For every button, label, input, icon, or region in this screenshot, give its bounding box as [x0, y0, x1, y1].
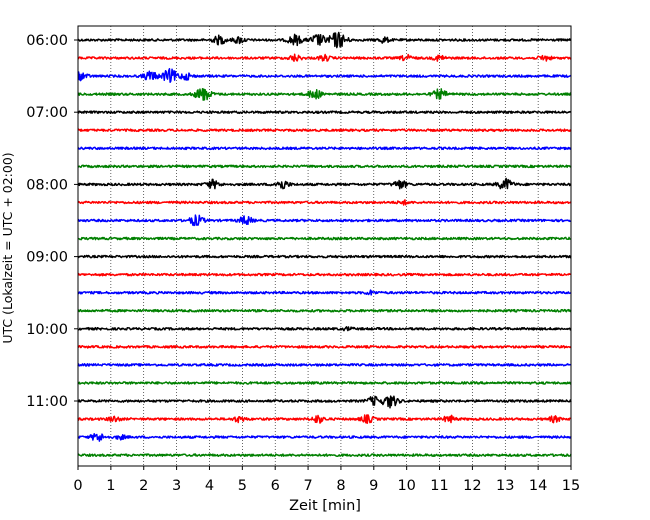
trace-line-0915 — [77, 272, 572, 277]
y-tick-label: 09:00 — [26, 250, 68, 266]
x-axis-ticks: 0 1 2 3 4 5 6 7 8 9 10 11 12 13 14 15 — [73, 466, 580, 494]
x-axis-label: Zeit [min] — [289, 498, 361, 514]
x-tick-label: 0 — [73, 478, 82, 494]
x-tick-label: 7 — [303, 478, 312, 494]
trace-line-1130 — [77, 433, 572, 442]
trace-line-1015 — [77, 345, 572, 349]
grid-lines — [110, 26, 539, 466]
trace-line-0945 — [77, 308, 572, 313]
y-tick-label: 06:00 — [26, 33, 68, 49]
x-tick-label: 2 — [139, 478, 148, 494]
trace-line-0630 — [77, 68, 572, 83]
trace-line-0600 — [77, 31, 572, 49]
trace-line-1045 — [77, 381, 572, 385]
x-tick-label: 14 — [529, 478, 547, 494]
x-tick-label: 3 — [172, 478, 181, 494]
x-tick-label: 15 — [562, 478, 580, 494]
x-tick-label: 1 — [106, 478, 115, 494]
x-tick-label: 5 — [238, 478, 247, 494]
x-tick-label: 6 — [271, 478, 280, 494]
x-tick-label: 4 — [205, 478, 214, 494]
plot-frame — [77, 25, 572, 467]
trace-line-0645 — [77, 87, 572, 101]
y-axis-ticks: 06:00 07:00 08:00 09:00 10:00 11:00 — [26, 33, 78, 410]
trace-lines — [77, 31, 572, 457]
trace-line-0615 — [77, 53, 572, 62]
y-tick-label: 11:00 — [26, 394, 68, 410]
y-tick-label: 08:00 — [26, 177, 68, 193]
trace-line-0730 — [77, 146, 572, 151]
trace-line-1100 — [77, 395, 572, 409]
trace-line-0715 — [77, 128, 572, 133]
trace-line-0845 — [77, 236, 572, 241]
trace-line-0745 — [77, 164, 572, 169]
x-tick-label: 10 — [397, 478, 415, 494]
trace-line-1000 — [77, 326, 572, 332]
trace-line-1115 — [77, 414, 572, 424]
y-tick-label: 07:00 — [26, 105, 68, 121]
trace-line-1030 — [77, 363, 572, 367]
x-tick-label: 8 — [336, 478, 345, 494]
trace-line-1145 — [77, 453, 572, 457]
y-axis-label: UTC (Lokalzeit = UTC + 02:00) — [0, 152, 15, 343]
trace-line-0830 — [77, 214, 572, 227]
trace-line-0800 — [77, 177, 572, 190]
trace-line-0930 — [77, 289, 572, 296]
y-tick-label: 10:00 — [26, 322, 68, 338]
x-tick-label: 9 — [369, 478, 378, 494]
x-tick-label: 11 — [430, 478, 448, 494]
trace-line-0815 — [77, 199, 572, 206]
trace-line-0700 — [77, 110, 572, 115]
x-tick-label: 13 — [496, 478, 514, 494]
x-tick-label: 12 — [463, 478, 481, 494]
trace-line-0900 — [77, 254, 572, 259]
